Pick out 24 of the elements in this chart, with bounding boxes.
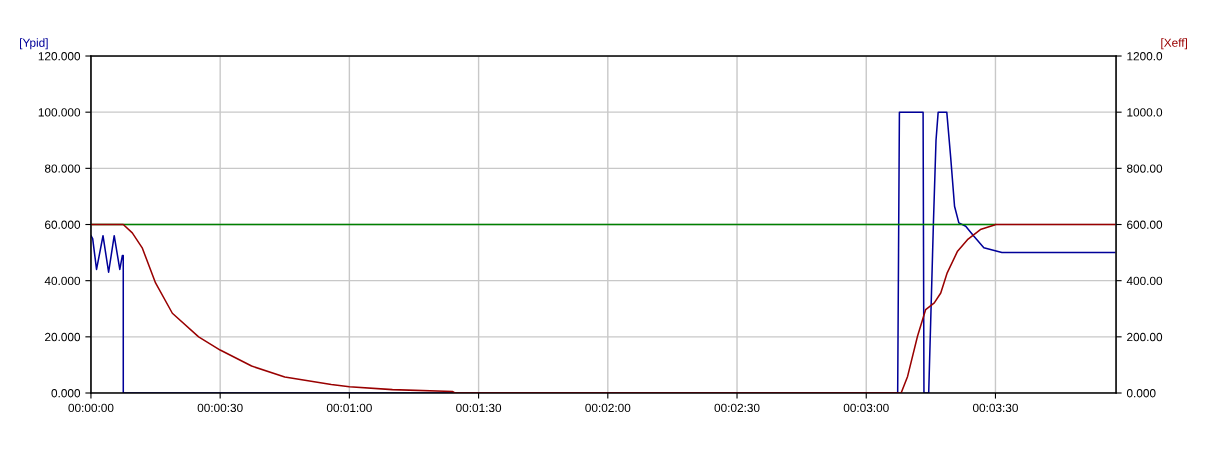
y-tick-label: 100.000 <box>38 108 81 117</box>
y2-tick-label: 600.00 <box>1127 220 1163 229</box>
y2-tick-label: 400.00 <box>1126 276 1163 286</box>
x-tick-label: 00:03:00 <box>843 403 889 413</box>
y2-tick-label: 1200.0 <box>1127 52 1163 61</box>
y-tick-label: 60.000 <box>45 220 81 229</box>
y-tick-label: 0.000 <box>51 389 81 398</box>
y-axis-title: [Ypid] <box>20 38 48 50</box>
x-tick-label: 00:02:00 <box>585 403 631 413</box>
y2-tick-label: 0.000 <box>1126 389 1156 398</box>
y2-tick-label: 200.00 <box>1127 332 1163 342</box>
x-tick-label: 00:01:30 <box>456 403 502 413</box>
y2-tick-label: 1000.0 <box>1127 108 1163 117</box>
x-tick-label: 00:02:30 <box>714 403 760 413</box>
y2-tick-label: 800.00 <box>1126 164 1163 173</box>
y2-axis-title: [Xeff] <box>1161 38 1187 50</box>
x-tick-label: 00:03:30 <box>972 403 1018 413</box>
x-tick-label: 00:00:30 <box>197 403 243 413</box>
y-tick-label: 120.000 <box>38 52 81 61</box>
x-tick-label: 00:00:00 <box>68 403 114 413</box>
y-tick-label: 20.000 <box>45 332 81 342</box>
y-tick-label: 40.000 <box>44 276 81 286</box>
y-tick-label: 80.000 <box>44 164 81 173</box>
x-tick-label: 00:01:00 <box>326 403 372 413</box>
